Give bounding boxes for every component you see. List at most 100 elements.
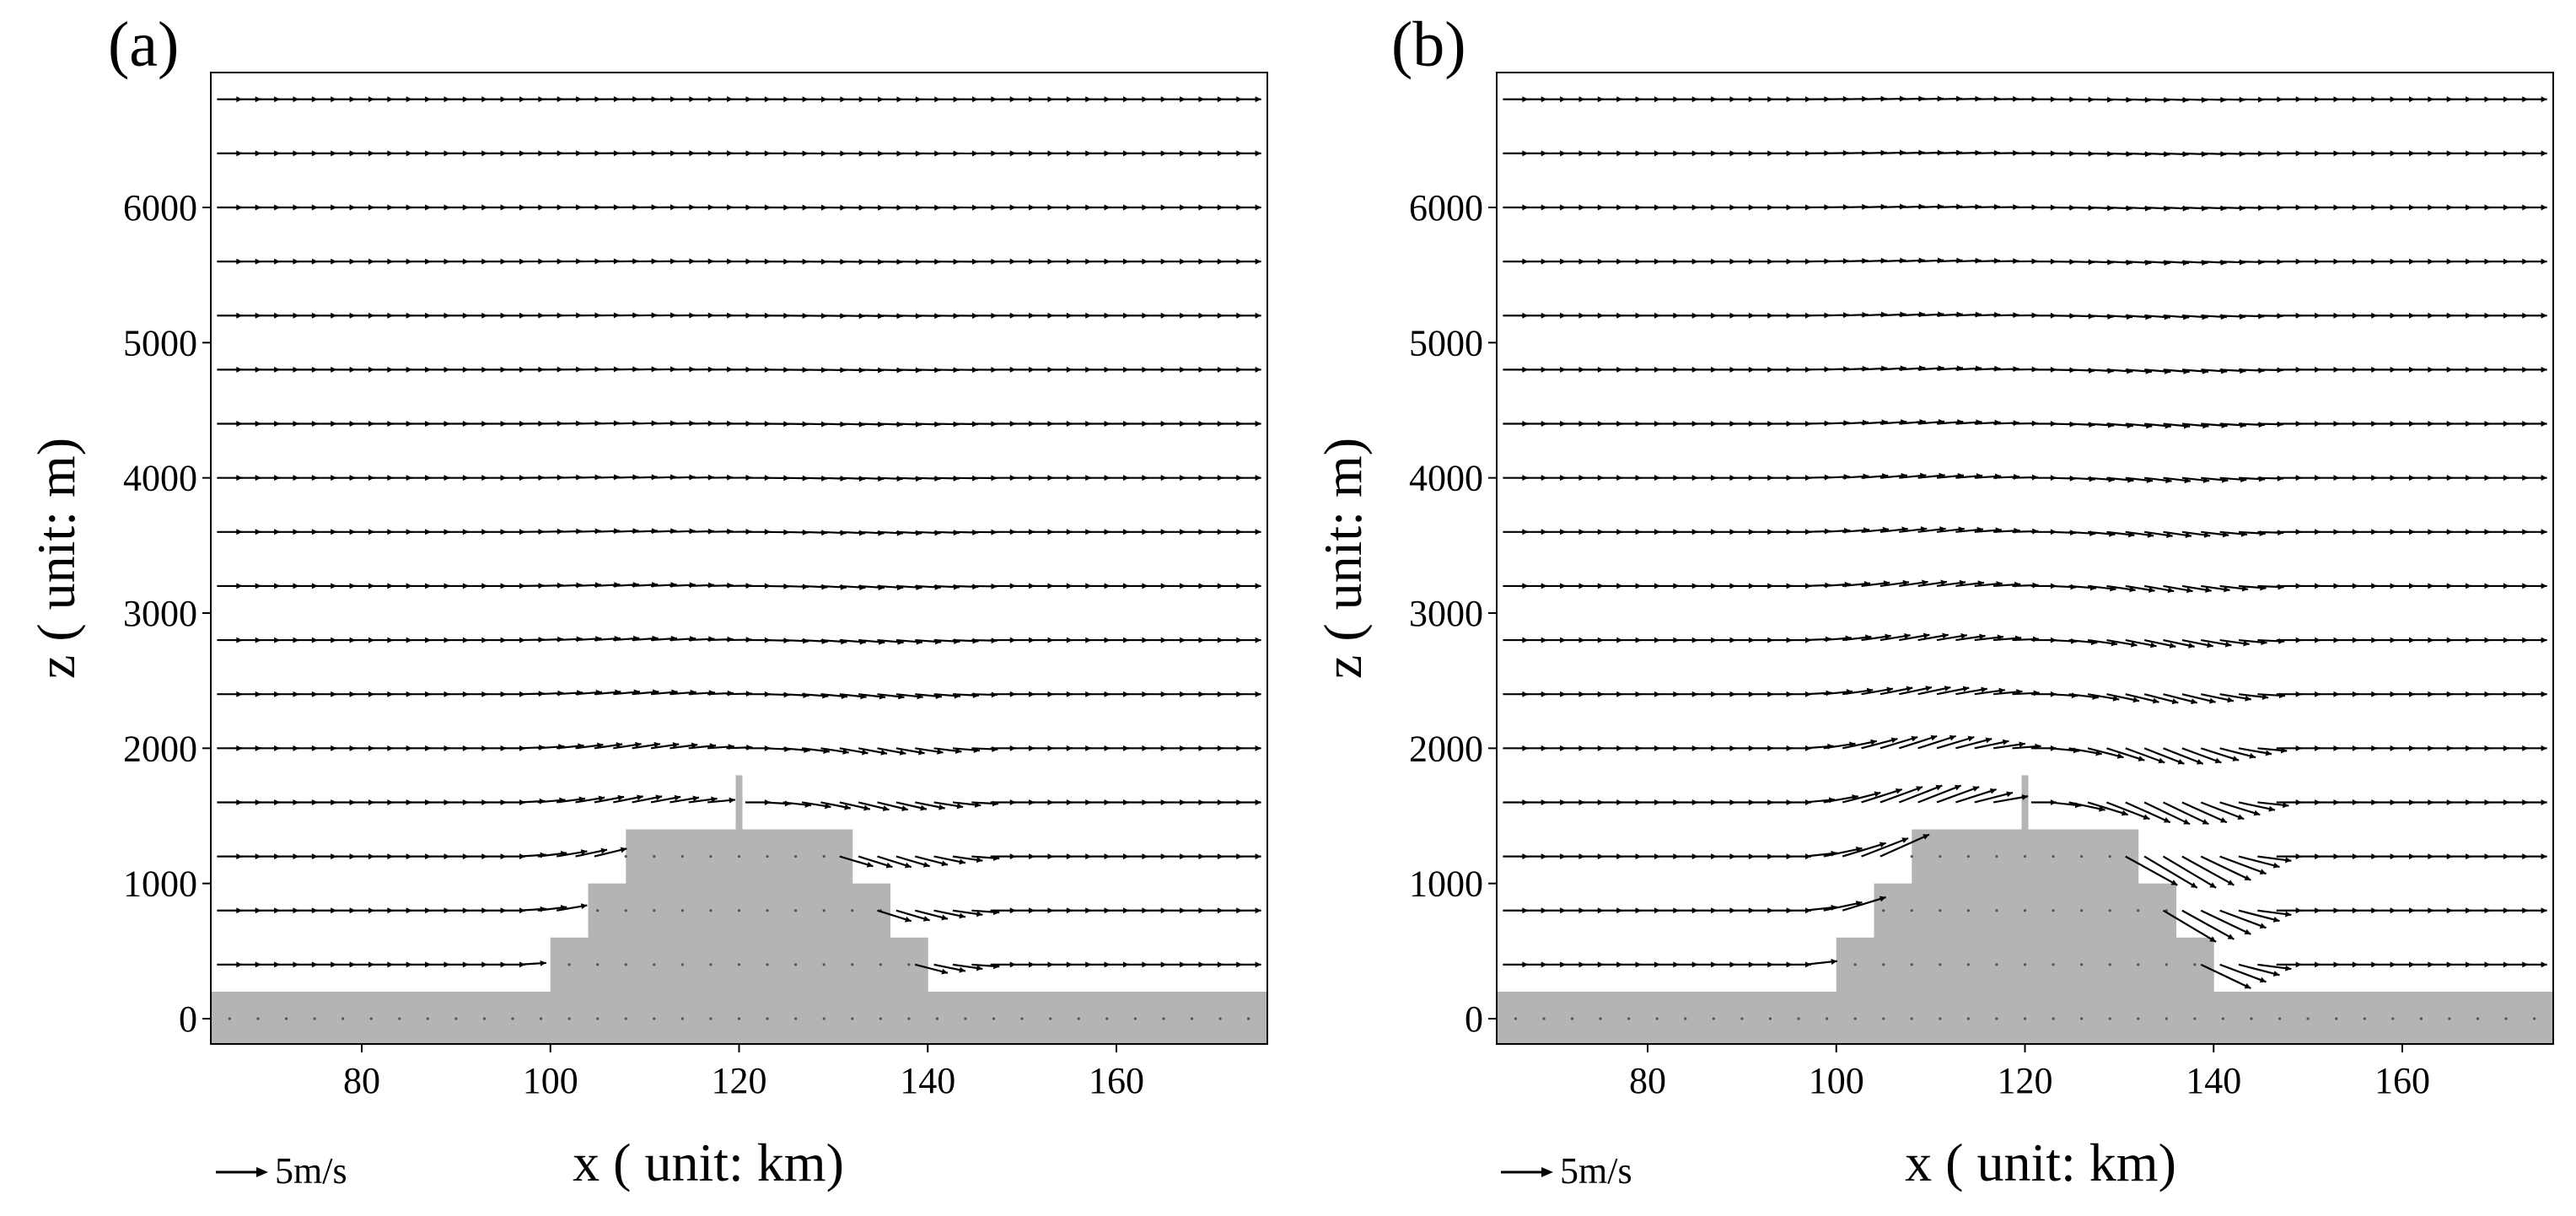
wind-arrow <box>2238 909 2280 923</box>
wind-arrow-head <box>2237 814 2245 821</box>
wind-arrow-head <box>2284 911 2292 917</box>
grid-dot <box>2278 1017 2282 1020</box>
grid-dot <box>2023 963 2027 966</box>
grid-dot <box>1939 855 1942 858</box>
wind-arrow-head <box>598 795 605 802</box>
wind-arrow-head <box>2253 810 2261 816</box>
wind-arrow-head <box>2185 532 2192 539</box>
wind-arrow <box>2181 909 2235 940</box>
wind-arrow-head <box>2167 587 2175 594</box>
wind-arrow-head <box>2121 810 2128 816</box>
wind-arrow <box>2219 909 2267 929</box>
y-tick-label: 0 <box>179 998 197 1040</box>
wind-arrow-head <box>976 911 983 917</box>
wind-arrow <box>2125 747 2165 764</box>
wind-arrow-head <box>635 741 642 748</box>
grid-dot <box>2052 1017 2055 1020</box>
wind-arrow-head <box>2541 637 2547 643</box>
grid-dot <box>1077 1017 1080 1020</box>
x-tick-label: 120 <box>712 1060 767 1101</box>
grid-dot <box>1797 1017 1800 1020</box>
grid-dot <box>2108 963 2111 966</box>
grid-dot <box>2250 1017 2253 1020</box>
panel-label: (b) <box>1391 9 1466 80</box>
wind-arrow <box>1898 734 1938 750</box>
wind-arrow-head <box>959 966 965 973</box>
grid-dot <box>2052 855 2055 858</box>
grid-dot <box>653 909 656 912</box>
wind-arrow-head <box>1967 735 1975 742</box>
grid-dot <box>1966 963 1970 966</box>
wind-arrow-head <box>1255 258 1261 265</box>
wind-arrow-head <box>2224 586 2230 593</box>
wind-arrow-head <box>1962 686 1970 692</box>
wind-arrow-head <box>2283 802 2289 809</box>
wind-arrow-head <box>617 794 625 801</box>
wind-arrow-head <box>2541 529 2547 535</box>
wind-arrow <box>2125 855 2178 886</box>
wind-arrow-head <box>1895 788 1902 794</box>
grid-dot <box>1570 1017 1574 1020</box>
wind-arrow <box>2087 801 2129 816</box>
terrain-block <box>1855 937 1874 1044</box>
wind-arrow-head <box>2224 641 2232 648</box>
wind-arrow-head <box>959 858 965 865</box>
x-tick-label: 80 <box>1629 1060 1666 1101</box>
wind-arrow-head <box>885 862 893 869</box>
grid-dot <box>2419 1017 2423 1020</box>
wind-arrow-head <box>1979 633 1986 640</box>
wind-arrow <box>1842 896 1886 912</box>
wind-arrow-head <box>1255 907 1261 914</box>
y-ticks: 0 1000 2000 3000 4000 5000 6000 <box>123 187 211 1040</box>
grid-dot <box>1966 855 1970 858</box>
terrain-block <box>2175 937 2214 1044</box>
wind-arrow-head <box>1890 737 1898 744</box>
wind-arrow-head <box>1960 632 1967 639</box>
wind-arrow-head <box>2284 857 2292 864</box>
wind-arrow-head <box>692 795 699 802</box>
wind-arrow-head <box>1981 686 1987 693</box>
wind-arrow-head <box>1925 686 1933 691</box>
grid-dot <box>567 1017 571 1020</box>
y-tick-label: 1000 <box>1409 864 1483 905</box>
wind-arrow-head <box>653 741 660 748</box>
y-ticks: 0 1000 2000 3000 4000 5000 6000 <box>1409 187 1497 1040</box>
wind-arrow-head <box>674 794 681 801</box>
grid-dot <box>454 1017 458 1020</box>
wind-arrow <box>2219 855 2267 875</box>
wind-arrow-head <box>922 861 930 868</box>
wind-arrow <box>2143 747 2185 765</box>
grid-dot <box>851 963 854 966</box>
wind-arrow <box>2200 747 2240 761</box>
x-ticks: 80 100 120 140 160 <box>343 1044 1144 1101</box>
terrain-block <box>2213 991 2554 1044</box>
grid-dot <box>992 1017 996 1020</box>
grid-dot <box>822 1017 826 1020</box>
wind-arrow-head <box>1870 739 1877 745</box>
wind-arrow-head <box>1255 691 1261 697</box>
y-tick-label: 2000 <box>123 728 197 769</box>
wind-arrow-head <box>1949 734 1956 741</box>
grid-dot <box>1882 909 1885 912</box>
wind-arrow-head <box>2284 965 2292 971</box>
wind-arrow-head <box>1255 204 1261 211</box>
grid-dot <box>709 909 713 912</box>
grid-dot <box>2306 1017 2310 1020</box>
terrain-block <box>211 991 551 1044</box>
wind-arrow-head <box>2203 531 2211 538</box>
wind-arrow-head <box>2191 698 2197 705</box>
wind-arrow-head <box>540 960 546 966</box>
grid-dot <box>228 1017 231 1020</box>
wind-arrow-head <box>2259 923 2267 929</box>
wind-arrow <box>2068 801 2105 811</box>
wind-arrow-head <box>2214 757 2222 764</box>
wind-arrow-head <box>2099 805 2105 812</box>
grid-dot <box>1247 1017 1250 1020</box>
wind-arrow-head <box>1255 475 1261 482</box>
wind-arrow-head <box>2541 853 2547 860</box>
wind-arrow-head <box>620 847 627 853</box>
wind-arrow-head <box>2541 961 2547 968</box>
wind-arrow-head <box>2244 874 2251 880</box>
wind-arrow <box>1842 842 1886 858</box>
grid-dot <box>1514 1017 1517 1020</box>
